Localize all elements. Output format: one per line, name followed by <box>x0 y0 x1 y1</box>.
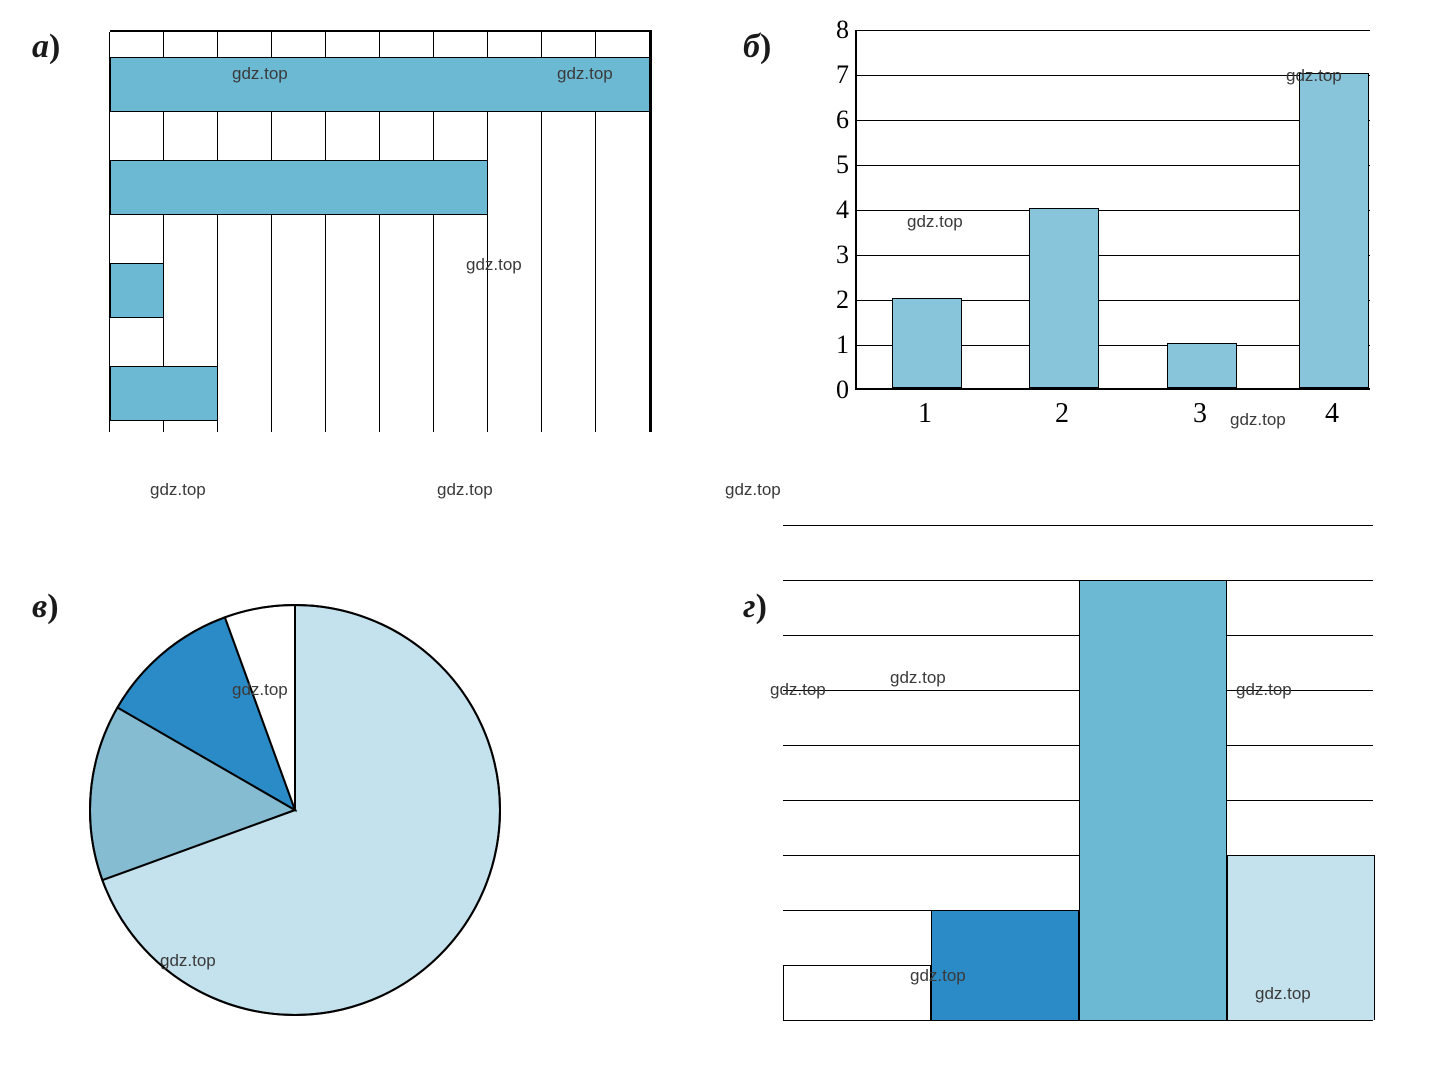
label-b: б) <box>743 28 771 66</box>
chart-a-bar <box>110 160 488 215</box>
chart-b-gridline <box>857 75 1370 76</box>
chart-d-bar <box>1227 855 1375 1020</box>
chart-d-bar <box>783 965 931 1020</box>
chart-b-gridline <box>857 165 1370 166</box>
chart-d-gridline <box>783 690 1373 691</box>
chart-b-ytick-label: 8 <box>815 15 849 45</box>
chart-a-bar-fill <box>110 160 488 215</box>
chart-b-gridline <box>857 210 1370 211</box>
chart-b-bar <box>892 298 962 388</box>
label-v: в) <box>32 588 59 626</box>
chart-a <box>110 30 652 432</box>
chart-b-ytick-label: 3 <box>815 240 849 270</box>
chart-c <box>85 600 505 1020</box>
chart-b-xtick-label: 1 <box>895 398 955 430</box>
chart-b-bar <box>1299 73 1369 388</box>
chart-a-bar-fill <box>110 57 650 112</box>
label-g: г) <box>743 588 767 626</box>
chart-b-ytick-label: 5 <box>815 150 849 180</box>
label-a-paren: ) <box>49 28 60 65</box>
chart-a-bar <box>110 57 650 112</box>
chart-b-bar <box>1029 208 1099 388</box>
label-b-text: б <box>743 28 760 65</box>
chart-b-ytick-label: 6 <box>815 105 849 135</box>
page: а) б) в) г) 0 1 2 3 4 5 6 7 8 1 2 3 4 gdz.top gdz.to… <box>0 0 1445 1088</box>
watermark: gdz.top <box>150 480 206 500</box>
chart-b-gridline <box>857 30 1370 31</box>
chart-d-bar <box>1079 580 1227 1020</box>
label-g-paren: ) <box>756 588 767 625</box>
label-g-text: г <box>743 588 756 625</box>
chart-a-bar-fill <box>110 263 164 318</box>
label-v-text: в <box>32 588 47 625</box>
chart-b-ytick-label: 0 <box>815 375 849 405</box>
chart-d-gridline <box>783 800 1373 801</box>
chart-d-gridline <box>783 745 1373 746</box>
chart-d-gridline <box>783 1020 1373 1021</box>
chart-a-bar <box>110 263 164 318</box>
chart-b-ytick-label: 2 <box>815 285 849 315</box>
chart-b-gridline <box>857 255 1370 256</box>
chart-d-gridline <box>783 635 1373 636</box>
label-a: а) <box>32 28 60 66</box>
chart-b-ytick-label: 7 <box>815 60 849 90</box>
label-v-paren: ) <box>47 588 58 625</box>
chart-b-ytick-label: 1 <box>815 330 849 360</box>
label-a-text: а <box>32 28 49 65</box>
watermark: gdz.top <box>437 480 493 500</box>
chart-b-xtick-label: 3 <box>1170 398 1230 430</box>
chart-a-bar <box>110 366 218 421</box>
chart-b: 012345678 1234 <box>815 30 1370 430</box>
chart-d <box>783 580 1373 1020</box>
chart-d-gridline <box>783 580 1373 581</box>
chart-b-bar <box>1167 343 1237 388</box>
chart-d-gridline <box>783 525 1373 526</box>
label-b-paren: ) <box>760 28 771 65</box>
chart-b-gridline <box>857 120 1370 121</box>
chart-b-ytick-label: 4 <box>815 195 849 225</box>
chart-b-xtick-label: 4 <box>1302 398 1362 430</box>
chart-b-xtick-label: 2 <box>1032 398 1092 430</box>
chart-d-bar <box>931 910 1079 1020</box>
watermark: gdz.top <box>725 480 781 500</box>
chart-a-bar-fill <box>110 366 218 421</box>
